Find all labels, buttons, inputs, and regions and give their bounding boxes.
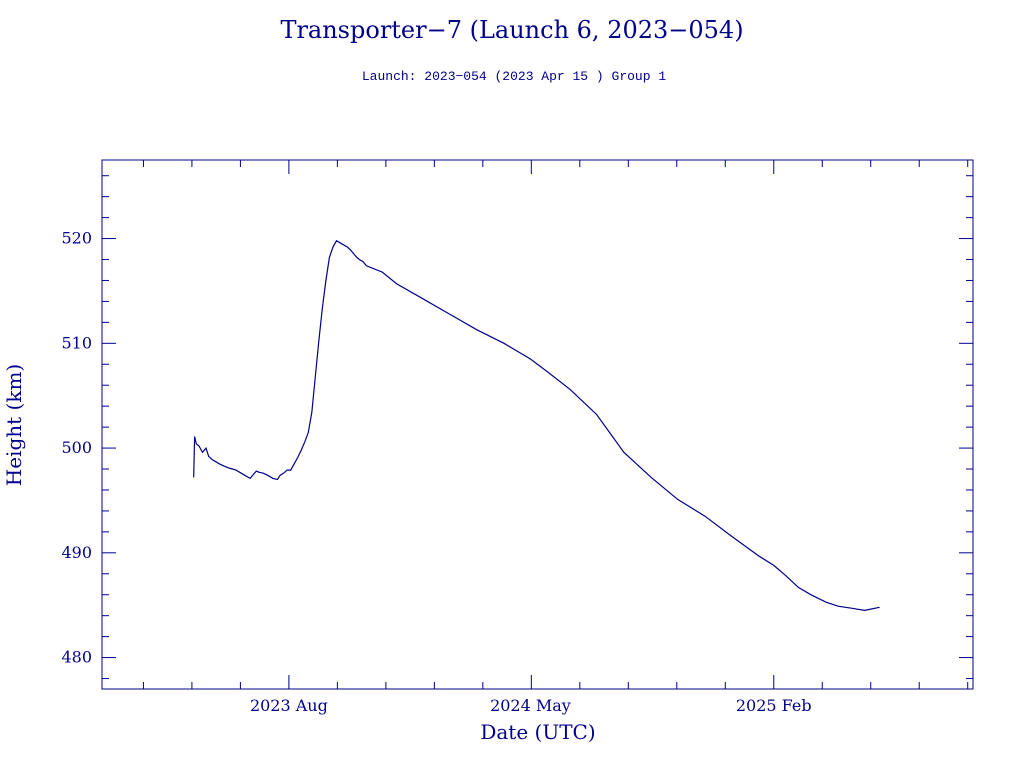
y-tick-label: 520 [61, 229, 92, 248]
y-axis-label: Height (km) [2, 364, 26, 486]
y-tick-label: 500 [61, 438, 92, 457]
x-tick-label: 2023 Aug [250, 696, 328, 715]
plot-frame [101, 159, 974, 690]
ticks-layer [102, 160, 973, 689]
tick-labels-layer: 480 490 500 510 520 2023 Aug 2024 May 2025 Feb [61, 229, 811, 715]
y-tick-label: 490 [61, 543, 92, 562]
x-axis-label: Date (UTC) [480, 720, 595, 744]
chart-title: Transporter−7 (Launch 6, 2023−054) [280, 16, 743, 44]
x-tick-label: 2024 May [490, 696, 571, 715]
y-tick-label: 480 [61, 648, 92, 667]
series-layer [193, 239, 880, 612]
y-tick-label: 510 [61, 333, 92, 352]
x-tick-label: 2025 Feb [736, 696, 812, 715]
height-series-line [193, 239, 880, 612]
chart-subtitle: Launch: 2023−054 (2023 Apr 15 ) Group 1 [362, 69, 666, 84]
